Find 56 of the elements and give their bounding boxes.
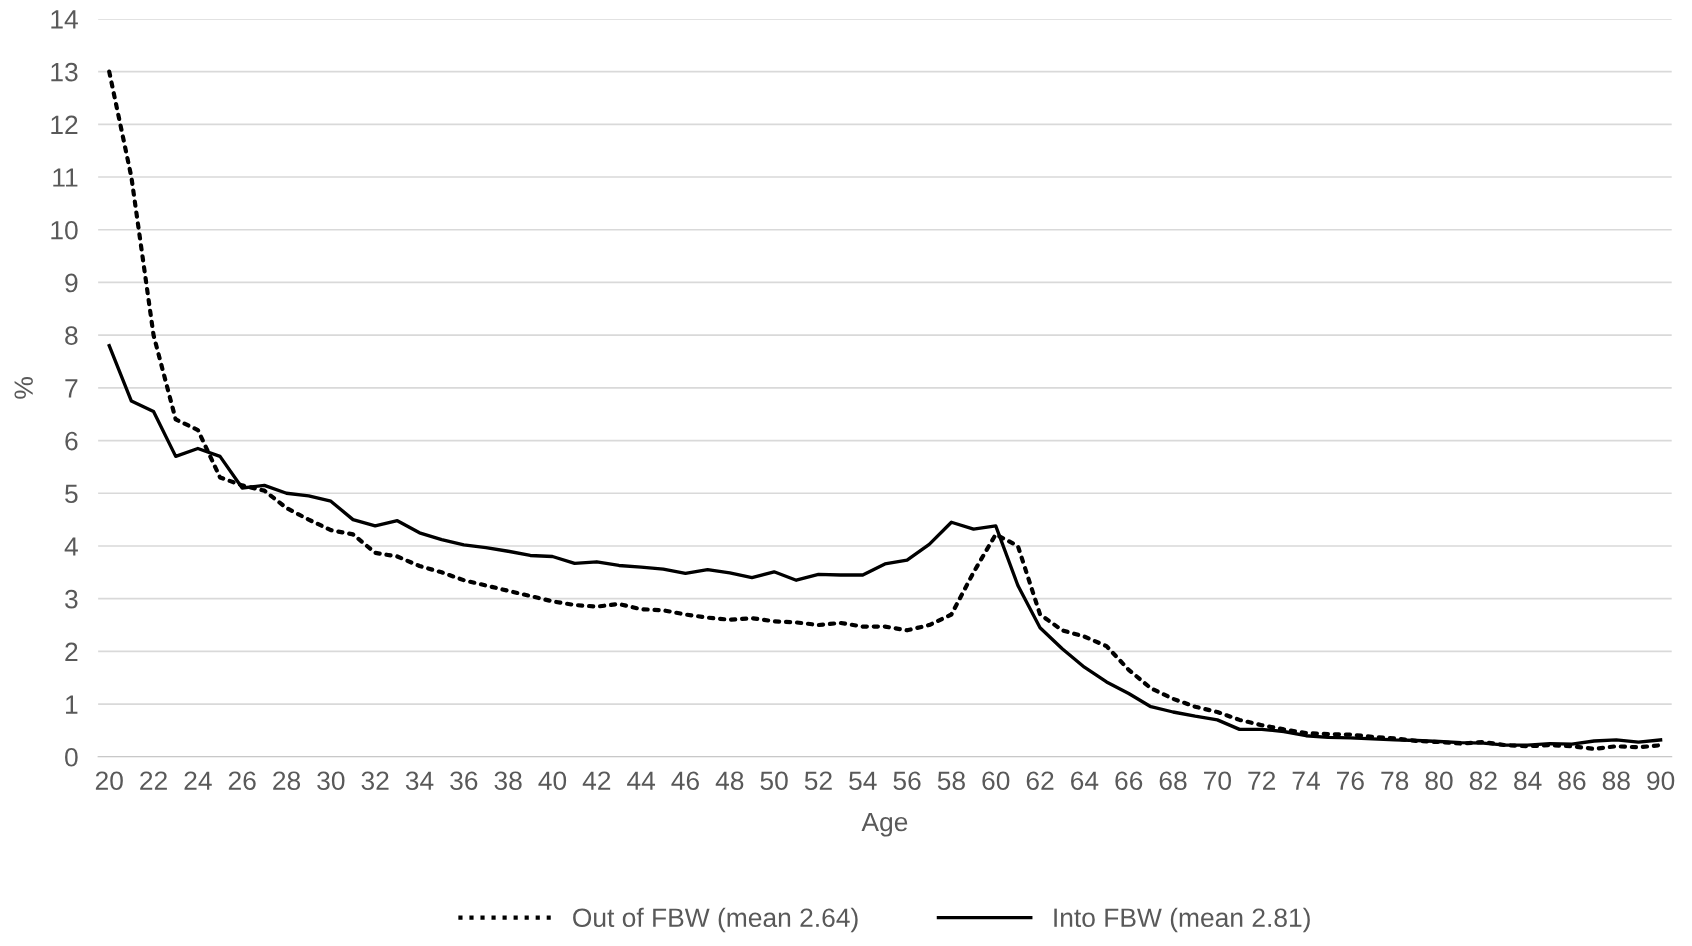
x-tick-label: 80 [1425,771,1453,791]
y-tick-label: 14 [51,10,78,29]
x-tick-label: 54 [849,771,877,791]
y-tick-label: 10 [51,220,78,240]
x-tick-label: 20 [95,771,123,791]
x-tick-label: 68 [1159,771,1187,791]
x-tick-label: 88 [1602,771,1630,791]
line-series [107,69,1663,751]
x-tick-label: 38 [494,771,522,791]
y-tick-label: 2 [65,642,78,661]
x-tick-label: 56 [893,771,921,791]
y-tick-label: 8 [65,326,78,345]
x-tick-label: 74 [1292,771,1320,790]
y-tick-label: 5 [65,484,78,504]
x-tick-label: 62 [1026,771,1054,791]
x-tick-label: 36 [450,771,478,791]
x-tick-label: 40 [538,771,567,791]
y-axis-title: % [14,377,33,399]
x-tick-label: 86 [1558,771,1586,791]
x-tick-label: 76 [1337,771,1364,791]
x-tick-label: 82 [1469,771,1497,791]
x-tick-label: 26 [228,771,256,791]
legend-label: Into FBW (mean 2.81) [1054,907,1310,933]
x-tick-label: 72 [1248,771,1276,790]
legend-label: Out of FBW (mean 2.64) [573,907,858,933]
x-tick-label: 30 [317,771,345,791]
y-tick-label: 11 [53,168,78,187]
x-tick-label: 70 [1204,771,1231,791]
x-tick-label: 44 [627,771,656,790]
y-tick-label: 4 [64,537,78,556]
x-axis-title: Age [861,812,908,837]
y-tick-label: 12 [51,115,78,134]
y-tick-label: 7 [65,379,78,398]
x-tick-label: 52 [804,771,832,791]
y-tick-label: 9 [65,273,78,293]
y-tick-label: 0 [65,747,78,767]
x-tick-label: 60 [982,771,1010,791]
x-tick-label: 28 [273,771,301,791]
x-tick-label: 42 [582,771,611,790]
x-tick-label: 66 [1115,771,1143,791]
x-tick-label: 58 [937,771,965,791]
y-tick-label: 13 [51,62,78,82]
x-tick-label: 84 [1514,771,1542,791]
x-tick-label: 90 [1647,771,1675,791]
y-tick-label: 3 [65,589,78,609]
x-tick-label: 24 [184,771,212,790]
x-tick-label: 22 [140,771,167,790]
x-tick-label: 46 [671,771,699,791]
x-tick-label: 64 [1071,771,1099,791]
x-tick-label: 78 [1381,771,1409,791]
x-tick-label: 32 [361,771,389,791]
y-tick-label: 1 [66,695,78,714]
x-tick-label: 34 [405,771,434,791]
x-tick-label: 50 [760,771,788,791]
x-tick-label: 48 [715,771,744,791]
y-tick-label: 6 [65,431,78,451]
